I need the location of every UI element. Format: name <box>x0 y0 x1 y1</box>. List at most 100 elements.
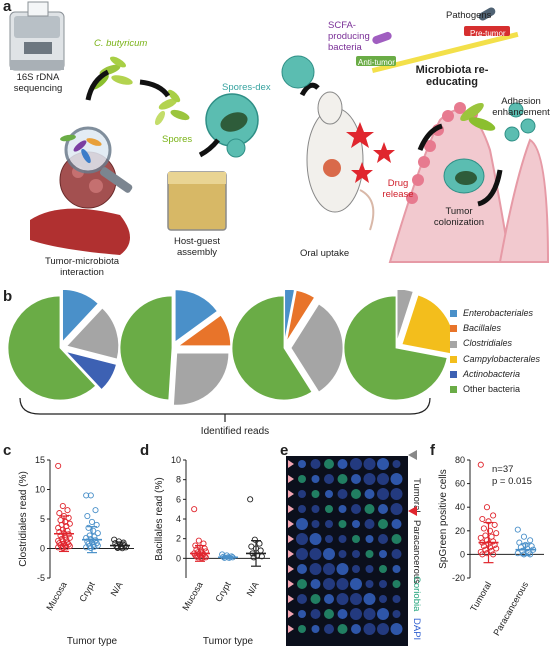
pie-slice <box>177 314 232 347</box>
panel-e-letter: e <box>280 442 289 459</box>
row-marker <box>288 475 294 483</box>
tissue-dot <box>379 580 387 588</box>
pie-slice <box>7 295 97 401</box>
data-point <box>520 533 528 540</box>
tissue-dot <box>324 594 334 604</box>
x-axis-label: Tumor type <box>203 636 254 647</box>
row-marker <box>288 520 294 528</box>
stat-annotation: n=37 <box>492 464 513 475</box>
data-point <box>65 514 72 521</box>
data-point <box>491 521 498 528</box>
data-point <box>479 551 486 558</box>
tissue-dot <box>352 565 360 573</box>
tissue-dot <box>391 519 402 529</box>
row-marker <box>288 535 294 543</box>
tissue-dot <box>325 535 333 543</box>
y-tick-label: -5 <box>37 573 45 583</box>
tissue-dot <box>350 593 362 605</box>
row-marker <box>288 595 294 603</box>
pie-slice <box>62 290 99 343</box>
tissue-dot <box>363 608 376 620</box>
tissue-dot <box>310 594 321 604</box>
y-tick-label: 40 <box>455 502 465 512</box>
category-label: N/A <box>245 580 261 598</box>
tissue-dot <box>323 578 335 590</box>
legend-swatch <box>450 310 457 318</box>
intestinal-villi <box>388 102 550 263</box>
drug-release-stars <box>346 122 395 183</box>
legend-label: Campylobacterales <box>463 353 541 364</box>
tumoral-marker-icon <box>408 450 417 460</box>
panel-b-letter: b <box>3 288 13 305</box>
data-point <box>202 554 209 561</box>
tissue-dot <box>324 474 334 484</box>
data-point <box>490 538 497 545</box>
legend-item: Clostridiales <box>450 336 540 351</box>
tissue-dot <box>365 565 374 573</box>
tissue-dot <box>336 593 349 605</box>
sequencing-label: 16S rDNA sequencing <box>13 72 63 94</box>
microbiota-seesaw <box>356 7 519 74</box>
process-arrows <box>85 69 220 158</box>
data-point <box>191 506 198 513</box>
data-point <box>93 521 100 528</box>
data-point <box>480 525 487 532</box>
y-tick-label: 6 <box>176 494 181 504</box>
legend-swatch <box>450 340 457 348</box>
data-point <box>88 518 96 525</box>
tissue-dot <box>325 505 333 513</box>
tissue-dot <box>338 550 347 558</box>
spores-dex-label: Spores-dex <box>222 82 271 93</box>
y-tick-label: 10 <box>35 485 45 495</box>
legend-item: Campylobacterales <box>450 352 540 367</box>
microbiota-label: Microbiota re-educating <box>415 64 489 88</box>
pie-slice <box>65 307 120 360</box>
data-point <box>195 537 202 544</box>
sequencer-machine <box>9 1 65 71</box>
category-label: Paracancerous <box>491 580 530 638</box>
legend-label: Other bacteria <box>463 384 521 395</box>
tissue-dot <box>323 563 335 575</box>
coriobia-label: Coriobia <box>411 576 422 612</box>
tissue-dot <box>311 520 320 528</box>
pie-legend: Enterobacteriales Bacillales Clostridiales… <box>450 306 540 397</box>
tissue-dot <box>310 609 321 619</box>
tissue-dot <box>351 504 361 514</box>
tissue-dot <box>392 580 401 588</box>
tissue-dot <box>392 610 401 618</box>
tissue-dot <box>297 564 307 574</box>
data-point <box>527 551 534 558</box>
pie-slice <box>174 290 218 343</box>
data-point <box>257 547 264 554</box>
data-point <box>66 543 73 550</box>
data-point <box>490 551 497 558</box>
oral-uptake-label: Oral uptake <box>300 248 350 259</box>
spores-label: Spores <box>162 134 193 145</box>
tissue-dot <box>363 593 376 605</box>
row-marker <box>288 505 294 513</box>
tissue-dot <box>365 535 374 543</box>
legend-swatch <box>450 355 457 363</box>
pie-slice <box>119 295 173 401</box>
tissue-dot <box>365 550 374 558</box>
data-point <box>523 545 531 552</box>
microscopy-dots <box>288 458 403 635</box>
data-point <box>514 550 521 557</box>
row-marker <box>288 580 294 588</box>
tissue-dot <box>377 473 389 485</box>
tissue-dot <box>390 473 403 485</box>
data-point <box>87 492 94 499</box>
tissue-dot <box>337 474 348 484</box>
pathogens-label: Pathogens <box>446 10 492 21</box>
paracancerous-label: Paracancerous <box>411 520 422 584</box>
tissue-dot <box>392 595 401 603</box>
tissue-dot <box>324 624 334 634</box>
data-point <box>247 496 254 503</box>
pie-slice <box>64 350 117 391</box>
tissue-dot <box>311 505 320 513</box>
data-point <box>90 527 97 534</box>
tissue-dot <box>337 624 348 634</box>
y-tick-label: 80 <box>455 455 465 465</box>
tumor-microbiota-label: Tumor-microbiota interaction <box>44 256 120 278</box>
row-marker <box>288 550 294 558</box>
